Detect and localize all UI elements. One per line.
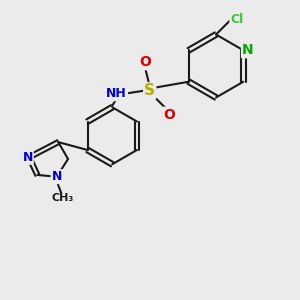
Text: NH: NH xyxy=(106,87,127,100)
Text: N: N xyxy=(242,43,254,57)
Text: CH₃: CH₃ xyxy=(52,193,74,203)
Text: N: N xyxy=(52,170,62,183)
Text: S: S xyxy=(144,83,155,98)
Text: O: O xyxy=(139,55,151,69)
Text: Cl: Cl xyxy=(230,13,244,26)
Text: N: N xyxy=(22,151,33,164)
Text: O: O xyxy=(163,108,175,122)
